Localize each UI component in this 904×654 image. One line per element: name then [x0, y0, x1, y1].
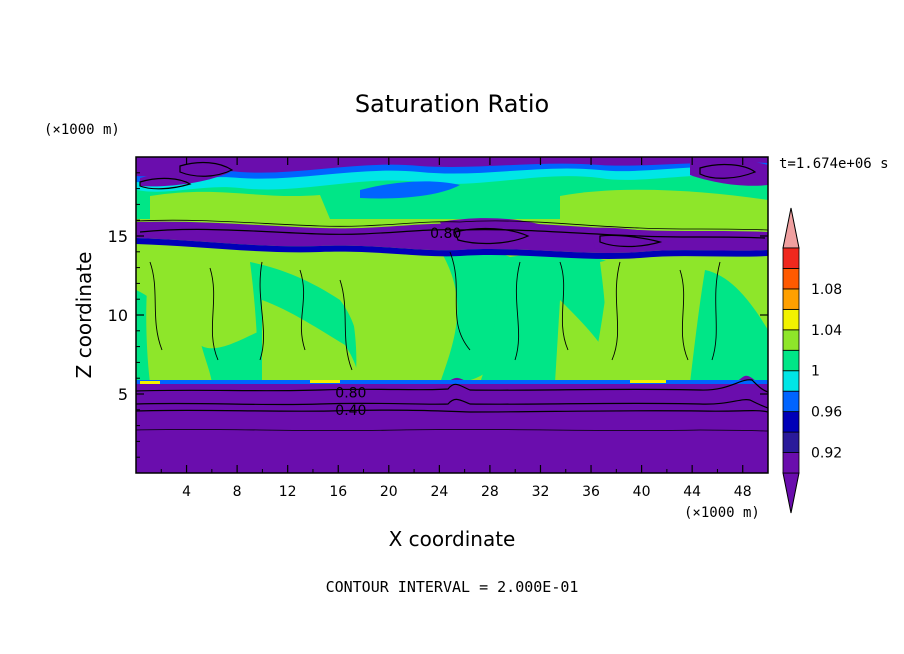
colorbar-swatch — [782, 390, 800, 413]
upper-blue-patch — [360, 181, 460, 199]
upper-dry-patch-1 — [140, 168, 230, 187]
contour-label: 0.40 — [335, 403, 366, 419]
contour-label: 0.80 — [335, 385, 366, 401]
supersat-patch-3 — [630, 380, 666, 383]
x-tick-label: 8 — [233, 484, 242, 500]
colorbar-label: 1 — [811, 364, 820, 380]
x-tick-label: 28 — [481, 484, 499, 500]
y-tick-label: 10 — [108, 306, 128, 325]
colorbar-swatch — [782, 370, 800, 392]
colorbar-swatch — [782, 288, 800, 310]
x-tick-label: 40 — [633, 484, 651, 500]
colorbar-swatch — [782, 411, 800, 433]
chart-title: Saturation Ratio — [355, 90, 549, 118]
contour-loop-1 — [454, 227, 530, 245]
contour-line-0-80-upper — [139, 228, 766, 239]
contour-line-0-40 — [136, 409, 768, 413]
contour-interval-label: CONTOUR INTERVAL = 2.000E-01 — [326, 578, 579, 596]
contour-loop-4 — [699, 163, 757, 179]
contour-label: 0.80 — [430, 226, 461, 242]
x-tick-label: 44 — [683, 484, 701, 500]
colorbar-under-triangle — [782, 472, 800, 514]
mid-region-lime-2 — [262, 300, 360, 383]
x-axis-ticks: 4 8 12 16 20 24 28 32 36 40 44 48 — [160, 157, 752, 500]
contour-loop-5 — [139, 177, 192, 190]
time-label: t=1.674e+06 s — [779, 156, 889, 172]
supersat-patch-2 — [310, 380, 340, 383]
colorbar-swatch — [782, 349, 800, 372]
x-unit-label: (×1000 m) — [684, 505, 760, 521]
mid-region-green-5 — [690, 270, 768, 383]
colorbar-swatch — [782, 268, 800, 290]
contour-labels: 0.80 0.80 0.40 — [335, 226, 461, 419]
contour-lines — [136, 161, 768, 432]
contour-lines-mid-wiggles — [149, 251, 721, 371]
x-tick-label: 16 — [329, 484, 347, 500]
contour-loop-3 — [179, 161, 234, 177]
x-tick-label: 48 — [734, 484, 752, 500]
y-axis-title: Z coordinate — [72, 252, 96, 379]
y-tick-label: 15 — [108, 227, 128, 246]
upper-lime-1 — [150, 191, 330, 219]
mid-region-lime-4 — [555, 300, 610, 383]
contour-line-0-80-lower — [136, 379, 768, 393]
colorbar-label: 1.04 — [811, 323, 842, 339]
dry-band-edge — [136, 238, 768, 259]
x-tick-label: 4 — [182, 484, 191, 500]
dry-band-bulge-2 — [590, 227, 680, 250]
x-tick-label: 12 — [279, 484, 297, 500]
colorbar-swatch — [782, 452, 800, 474]
contour-line-0-60 — [136, 398, 768, 409]
mid-region-lime-5 — [600, 253, 720, 383]
upper-dry-band — [136, 157, 768, 177]
lower-dry-layer — [136, 375, 768, 473]
y-unit-label: (×1000 m) — [44, 122, 120, 138]
colorbar-swatch — [782, 431, 800, 453]
x-tick-label: 32 — [532, 484, 550, 500]
x-tick-label: 36 — [582, 484, 600, 500]
contour-line-0-20 — [136, 429, 768, 432]
y-axis-ticks: 5 10 15 — [108, 172, 768, 458]
colorbar-label: 1.08 — [811, 282, 842, 298]
colorbar-over-triangle — [782, 207, 800, 249]
supersat-patch-1 — [140, 381, 160, 384]
colorbar-label: 0.96 — [811, 405, 842, 421]
x-axis-title: X coordinate — [389, 527, 516, 551]
contour-line-dry-band-top — [136, 219, 768, 231]
colorbar-swatch — [782, 308, 800, 331]
colorbar-swatch — [782, 329, 800, 351]
contour-loop-2 — [599, 234, 663, 248]
colorbar-swatch — [782, 247, 800, 269]
y-tick-label: 5 — [118, 385, 128, 404]
x-tick-label: 20 — [380, 484, 398, 500]
mid-region-lime-3 — [348, 248, 460, 383]
lower-layer-edge-blue — [136, 380, 768, 384]
colorbar-label: 0.92 — [811, 446, 842, 462]
mid-region-lime-1 — [146, 262, 212, 383]
colorbar: 1.08 1.04 1 0.96 0.92 — [782, 207, 842, 514]
upper-lime-2 — [560, 189, 768, 219]
x-tick-label: 24 — [430, 484, 448, 500]
dry-band-bulge-1 — [440, 218, 545, 247]
plot-area: 0.80 0.80 0.40 — [136, 157, 768, 473]
